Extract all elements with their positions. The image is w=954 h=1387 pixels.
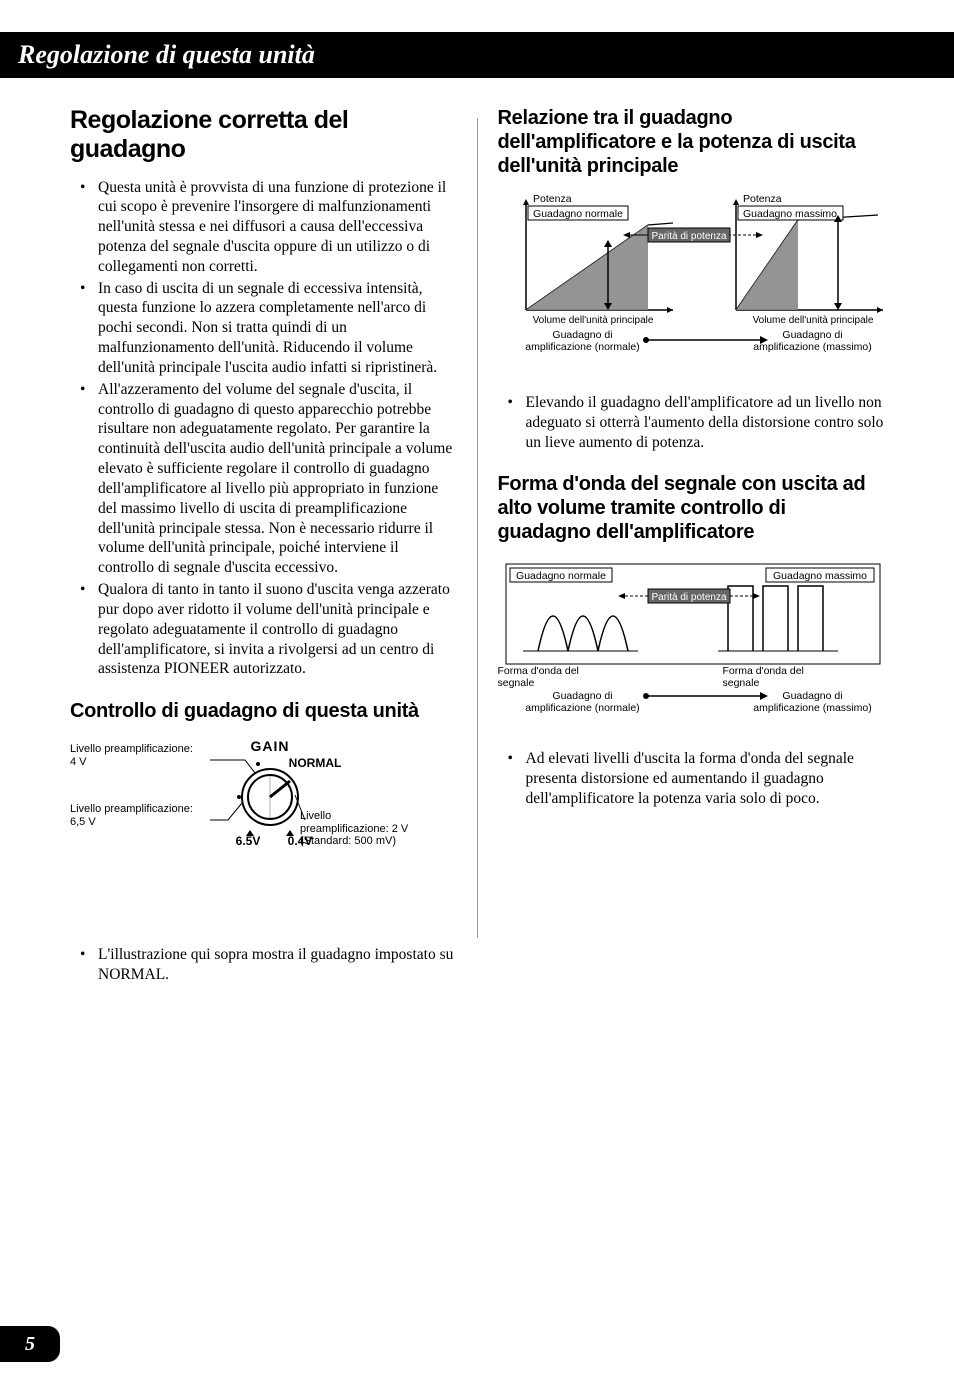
list-item: Questa unità è provvista di una funzione…	[98, 178, 457, 277]
power-bullet-list: Elevando il guadagno dell'amplificatore …	[498, 393, 885, 452]
wave-forma-l: Forma d'onda del segnale	[498, 666, 588, 689]
svg-text:NORMAL: NORMAL	[289, 756, 342, 770]
svg-text:Parità di potenza: Parità di potenza	[651, 592, 726, 603]
svg-text:GAIN: GAIN	[251, 738, 290, 754]
column-divider	[477, 118, 478, 938]
list-item: L'illustrazione qui sopra mostra il guad…	[98, 945, 457, 985]
svg-text:Guadagno normale: Guadagno normale	[516, 570, 606, 582]
wave-bullet-list: Ad elevati livelli d'uscita la forma d'o…	[498, 749, 885, 808]
gain-label-65v: Livello preamplificazione: 6,5 V	[70, 803, 200, 828]
gain-control-title: Controllo di guadagno di questa unità	[70, 699, 457, 723]
gain-label-4v: Livello preamplificazione: 4 V	[70, 743, 200, 768]
amp-normal-label: Guadagno di amplificazione (normale)	[523, 330, 643, 353]
list-item: Ad elevati livelli d'uscita la forma d'o…	[526, 749, 885, 808]
svg-text:6.5V: 6.5V	[236, 834, 261, 848]
wave-forma-r: Forma d'onda del segnale	[723, 666, 813, 689]
svg-text:Volume dell'unità principale: Volume dell'unità principale	[752, 315, 873, 326]
wave-amp-l: Guadagno di amplificazione (normale)	[523, 691, 643, 714]
list-item: Qualora di tanto in tanto il suono d'usc…	[98, 580, 457, 679]
gain-footnote-list: L'illustrazione qui sopra mostra il guad…	[70, 945, 457, 985]
content-area: Regolazione corretta del guadagno Questa…	[0, 78, 954, 987]
svg-text:0.4V: 0.4V	[288, 834, 313, 848]
list-item: In caso di uscita di un segnale di ecces…	[98, 279, 457, 378]
waveform-title: Forma d'onda del segnale con uscita ad a…	[498, 472, 885, 544]
waveform-diagram: Guadagno normale Guadagno massimo Parità…	[498, 556, 885, 741]
svg-text:Guadagno massimo: Guadagno massimo	[773, 570, 867, 582]
power-relation-title: Relazione tra il guadagno dell'amplifica…	[498, 106, 885, 178]
svg-text:Volume dell'unità principale: Volume dell'unità principale	[532, 315, 653, 326]
svg-text:Guadagno massimo: Guadagno massimo	[743, 208, 837, 220]
page-number-tab: 5	[0, 1326, 60, 1362]
bullet-list-left: Questa unità è provvista di una funzione…	[70, 178, 457, 680]
header-title: Regolazione di questa unità	[18, 40, 315, 69]
gain-knob-icon: GAIN NORMAL 6.5V 0.4V	[210, 735, 360, 885]
wave-amp-r: Guadagno di amplificazione (massimo)	[753, 691, 873, 714]
left-column: Regolazione corretta del guadagno Questa…	[70, 106, 457, 987]
list-item: Elevando il guadagno dell'amplificatore …	[526, 393, 885, 452]
svg-text:Potenza: Potenza	[533, 193, 572, 205]
power-chart-icon: Potenza Guadagno normale Potenza	[498, 190, 888, 385]
page-header: Regolazione di questa unità	[0, 32, 954, 78]
main-title: Regolazione corretta del guadagno	[70, 106, 457, 164]
svg-text:Parità di potenza: Parità di potenza	[651, 231, 726, 242]
gain-knob: GAIN NORMAL 6.5V 0.4V	[210, 735, 360, 889]
amp-max-label: Guadagno di amplificazione (massimo)	[753, 330, 873, 353]
right-column: Relazione tra il guadagno dell'amplifica…	[498, 106, 885, 987]
list-item: All'azzeramento del volume del segnale d…	[98, 380, 457, 578]
page-number: 5	[25, 1333, 35, 1356]
gain-control-diagram: Livello preamplificazione: 4 V Livello p…	[70, 735, 457, 935]
power-diagram: Potenza Guadagno normale Potenza	[498, 190, 885, 385]
svg-text:Guadagno normale: Guadagno normale	[533, 208, 623, 220]
svg-text:Potenza: Potenza	[743, 193, 782, 205]
